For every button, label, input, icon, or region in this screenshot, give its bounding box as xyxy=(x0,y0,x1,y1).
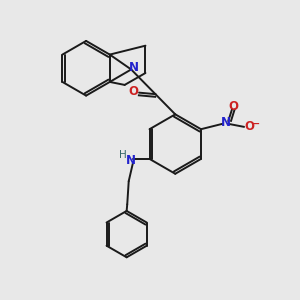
Text: N: N xyxy=(220,116,230,129)
Text: N: N xyxy=(129,61,139,74)
Text: O: O xyxy=(244,120,254,133)
Text: O: O xyxy=(129,85,139,98)
Text: N: N xyxy=(126,154,136,167)
Text: −: − xyxy=(252,119,260,129)
Text: H: H xyxy=(119,150,127,160)
Text: O: O xyxy=(228,100,239,112)
